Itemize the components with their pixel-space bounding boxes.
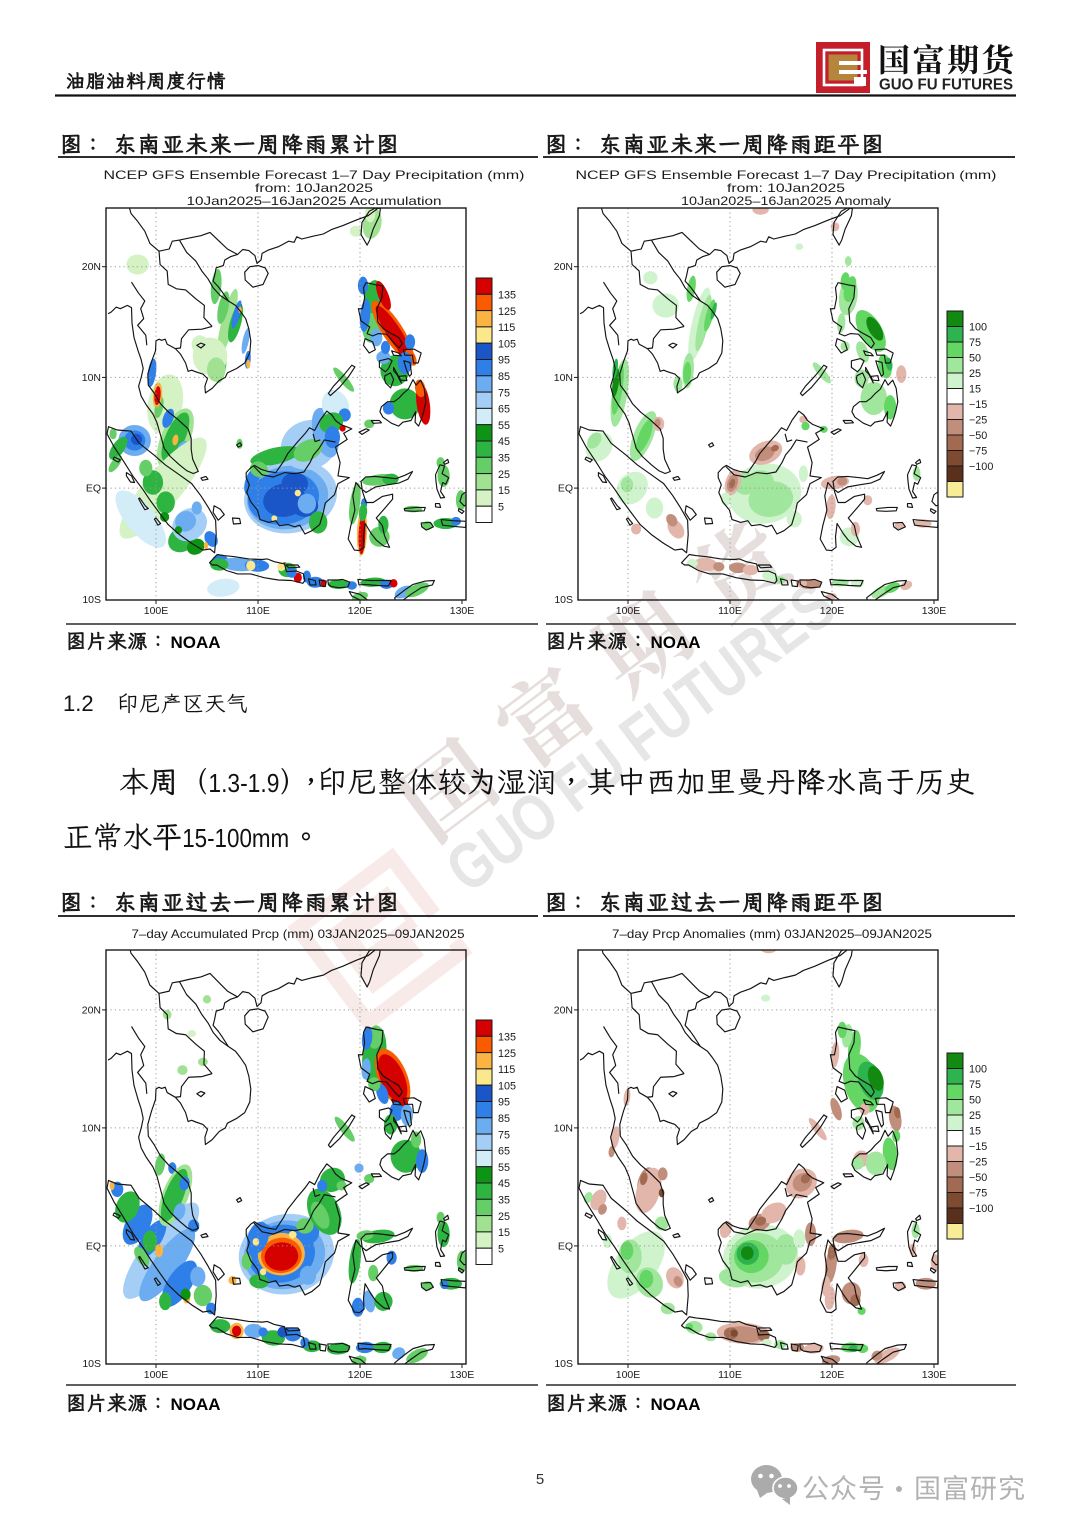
svg-text:GUO FU FUTURES: GUO FU FUTURES: [879, 77, 1013, 94]
svg-text:120E: 120E: [348, 605, 373, 617]
svg-text:20N: 20N: [82, 261, 101, 273]
svg-text:NOAA: NOAA: [171, 1395, 221, 1414]
svg-text:7–day Accumulated Prcp (mm) 03: 7–day Accumulated Prcp (mm) 03JAN2025–09…: [132, 927, 465, 941]
svg-text:130E: 130E: [922, 1369, 947, 1381]
svg-text:100E: 100E: [144, 1369, 169, 1381]
svg-text:EQ: EQ: [86, 1240, 101, 1252]
svg-text:EQ: EQ: [86, 483, 101, 495]
svg-text:130E: 130E: [922, 605, 947, 617]
svg-text:NOAA: NOAA: [651, 633, 701, 652]
svg-text:NCEP GFS Ensemble Forecast 1–7: NCEP GFS Ensemble Forecast 1–7 Day Preci…: [576, 168, 997, 182]
svg-text:from: 10Jan2025: from: 10Jan2025: [727, 181, 846, 195]
svg-text:20N: 20N: [554, 261, 573, 273]
svg-text:10N: 10N: [554, 372, 573, 384]
svg-text:10N: 10N: [82, 372, 101, 384]
svg-text:NOAA: NOAA: [171, 633, 221, 652]
svg-text:10S: 10S: [82, 594, 101, 606]
svg-text:130E: 130E: [450, 605, 475, 617]
svg-text:110E: 110E: [718, 1369, 742, 1381]
svg-text:10S: 10S: [554, 1358, 573, 1370]
svg-text:100E: 100E: [616, 605, 641, 617]
svg-text:5: 5: [536, 1471, 544, 1488]
svg-text:120E: 120E: [820, 605, 845, 617]
svg-text:NOAA: NOAA: [651, 1395, 701, 1414]
svg-text:1.2: 1.2: [63, 691, 94, 716]
svg-text:EQ: EQ: [558, 1240, 573, 1252]
svg-text:10N: 10N: [82, 1122, 101, 1134]
svg-text:110E: 110E: [246, 1369, 270, 1381]
svg-text:10Jan2025–16Jan2025 Accumulati: 10Jan2025–16Jan2025 Accumulation: [187, 194, 442, 208]
svg-text:7–day Prcp Anomalies (mm) 03JA: 7–day Prcp Anomalies (mm) 03JAN2025–09JA…: [612, 927, 932, 941]
svg-text:120E: 120E: [820, 1369, 845, 1381]
svg-text:15-100mm: 15-100mm: [182, 823, 289, 853]
svg-text:130E: 130E: [450, 1369, 475, 1381]
svg-text:from: 10Jan2025: from: 10Jan2025: [255, 181, 374, 195]
svg-text:100E: 100E: [144, 605, 169, 617]
svg-text:110E: 110E: [246, 605, 270, 617]
svg-text:110E: 110E: [718, 605, 742, 617]
svg-text:100E: 100E: [616, 1369, 641, 1381]
svg-text:10Jan2025–16Jan2025 Anomaly: 10Jan2025–16Jan2025 Anomaly: [681, 194, 891, 208]
svg-text:120E: 120E: [348, 1369, 373, 1381]
svg-text:20N: 20N: [554, 1004, 573, 1016]
svg-text:NCEP GFS Ensemble Forecast 1–7: NCEP GFS Ensemble Forecast 1–7 Day Preci…: [104, 168, 525, 182]
svg-text:1.3-1.9: 1.3-1.9: [208, 768, 279, 798]
svg-text:10N: 10N: [554, 1122, 573, 1134]
svg-text:10S: 10S: [554, 594, 573, 606]
svg-text:EQ: EQ: [558, 483, 573, 495]
svg-text:10S: 10S: [82, 1358, 101, 1370]
svg-text:20N: 20N: [82, 1004, 101, 1016]
